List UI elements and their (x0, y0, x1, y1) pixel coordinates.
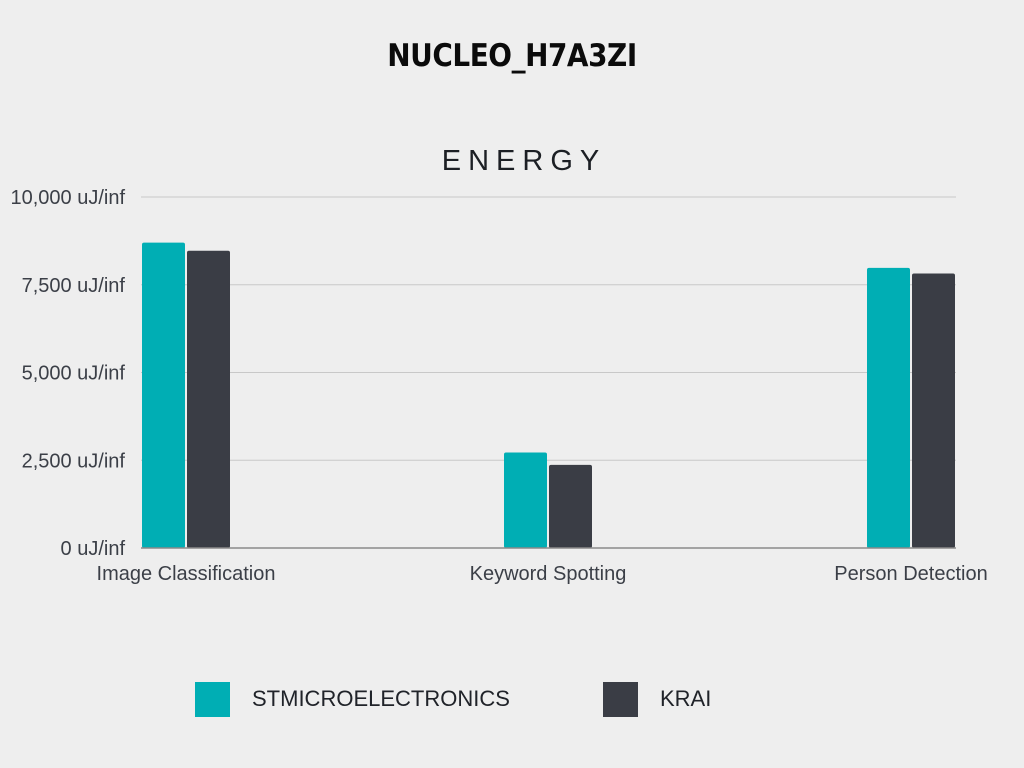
y-tick-label: 5,000 uJ/inf (22, 363, 126, 385)
bar-stmicroelectronics-person-detection (867, 267, 910, 548)
y-tick-label: 7,500 uJ/inf (22, 275, 126, 297)
y-tick-label: 10,000 uJ/inf (10, 187, 125, 209)
bar-krai-keyword-spotting (549, 464, 592, 548)
legend-label-krai: KRAI (660, 686, 712, 711)
legend-label-stmicroelectronics: STMICROELECTRONICS (252, 686, 510, 711)
bar-krai-person-detection (912, 273, 955, 548)
x-category-label: Image Classification (97, 563, 276, 585)
page-title: NUCLEO_H7A3ZI (387, 38, 637, 74)
bar-stmicroelectronics-keyword-spotting (504, 452, 547, 548)
y-tick-label: 0 uJ/inf (61, 538, 126, 560)
legend-item-krai: KRAI (603, 679, 711, 719)
gridlines (141, 196, 956, 461)
legend-item-stmicroelectronics: STMICROELECTRONICS (195, 679, 510, 719)
bars (142, 242, 955, 548)
legend-swatch-stmicroelectronics (195, 681, 230, 717)
x-category-label: Person Detection (834, 563, 987, 585)
x-category-labels: Image Classification Keyword Spotting Pers… (97, 563, 988, 585)
x-category-label: Keyword Spotting (470, 563, 627, 585)
legend-swatch-krai (603, 681, 638, 717)
chart-title: ENERGY (441, 145, 607, 177)
y-tick-labels: 0 uJ/inf 2,500 uJ/inf 5,000 uJ/inf 7,500 uJ… (10, 187, 125, 560)
bar-krai-image-classification (187, 250, 230, 548)
bar-stmicroelectronics-image-classification (142, 242, 185, 548)
y-tick-label: 2,500 uJ/inf (22, 450, 126, 472)
